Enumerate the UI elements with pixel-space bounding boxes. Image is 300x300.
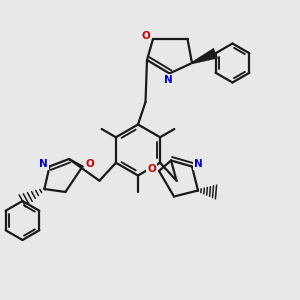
Text: N: N <box>39 159 48 169</box>
Polygon shape <box>192 48 218 64</box>
Text: O: O <box>147 164 156 174</box>
Text: O: O <box>141 31 150 41</box>
Text: O: O <box>85 159 94 169</box>
Text: N: N <box>164 75 172 85</box>
Text: N: N <box>194 159 202 169</box>
